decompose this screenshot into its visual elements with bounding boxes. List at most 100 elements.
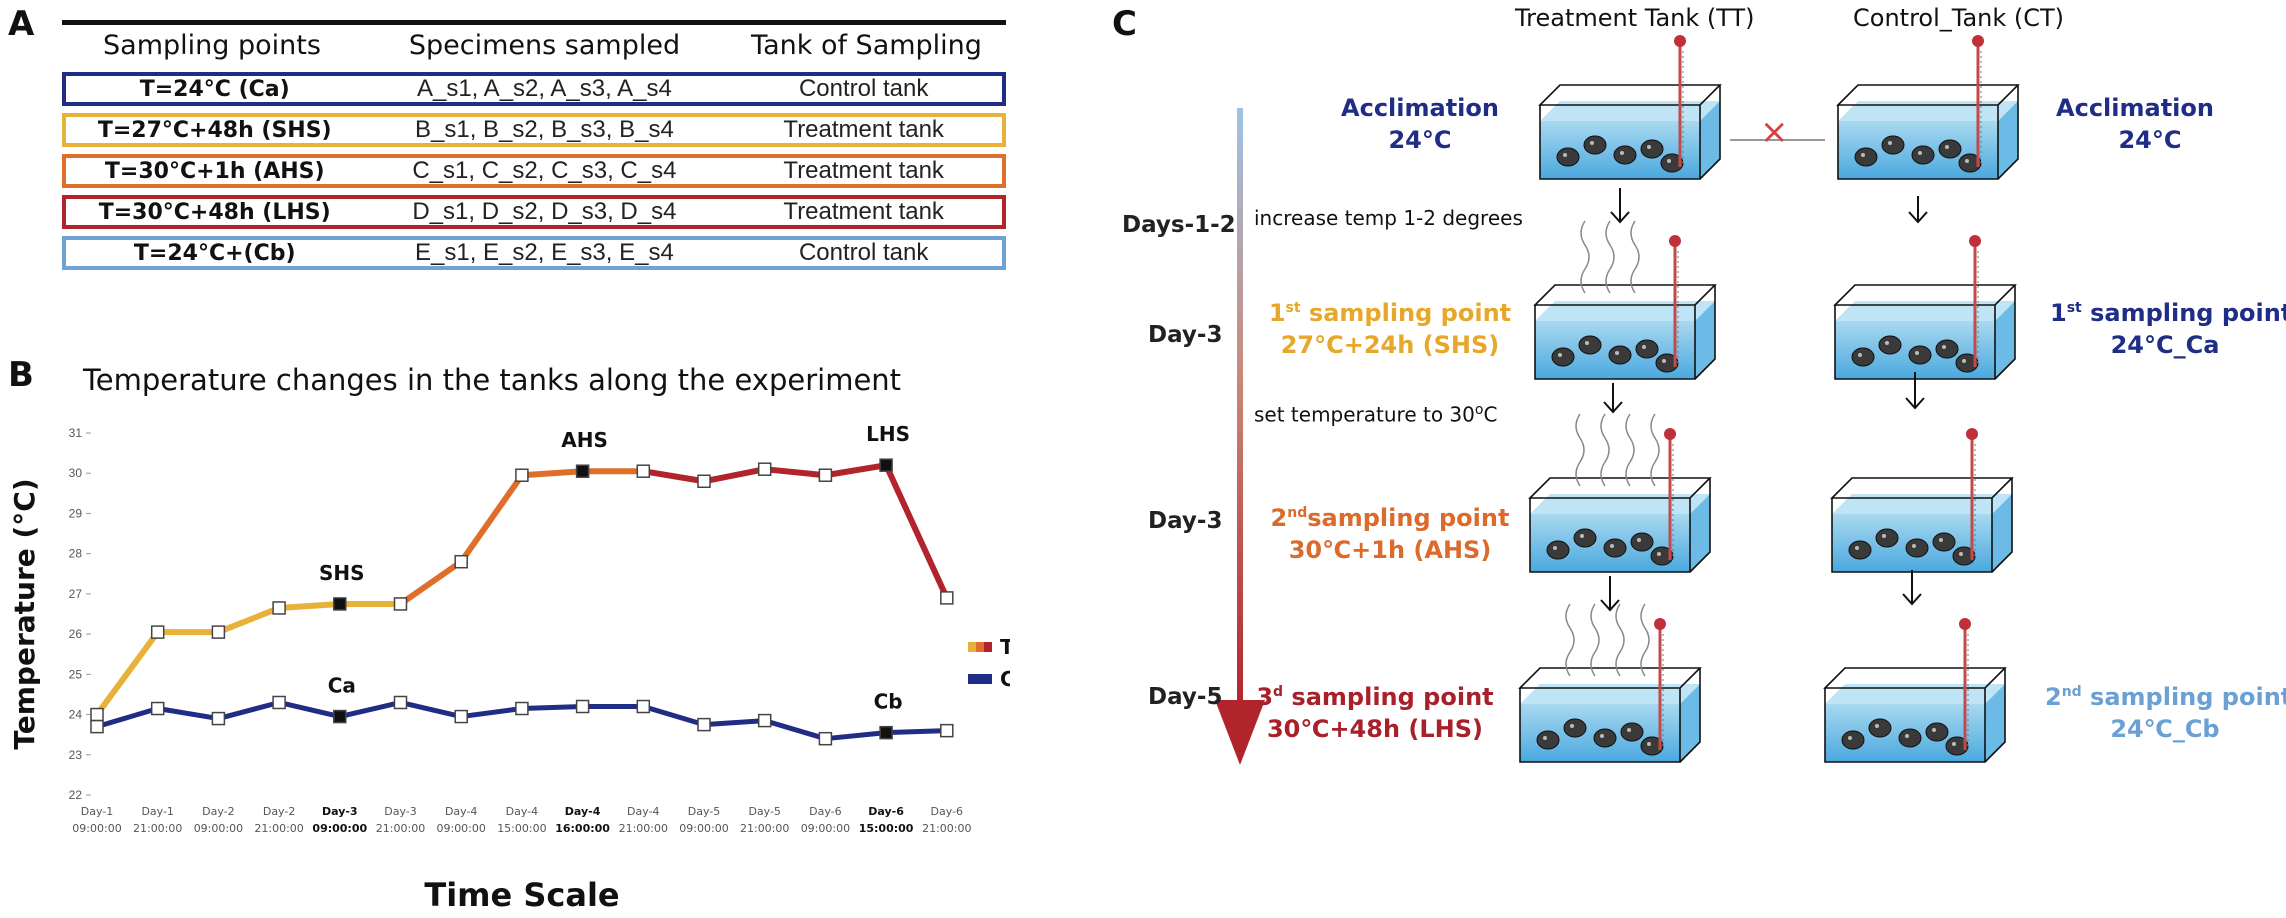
coral-rock — [1563, 718, 1587, 738]
thermometer-bulb — [1669, 235, 1681, 247]
panel-b-letter: B — [8, 355, 34, 395]
coral-rock — [1593, 728, 1617, 748]
tank-outline — [1538, 84, 1722, 180]
coral-texture — [1647, 742, 1651, 746]
tt-point — [636, 464, 651, 478]
coral-rock — [1640, 139, 1664, 159]
x-tick-time: 21:00:00 — [133, 822, 182, 835]
tt-series-segment — [458, 472, 525, 565]
x-tick-day: Day-1 — [141, 805, 174, 818]
ct-point — [697, 717, 711, 732]
ct-series-segment — [94, 706, 161, 730]
coral-rock — [1620, 722, 1644, 742]
coral-rock — [1898, 728, 1922, 748]
x-tick-time: 15:00:00 — [497, 822, 546, 835]
ct-series-segment — [701, 718, 768, 728]
thermometer-bulb — [1664, 428, 1676, 440]
tt-point — [757, 462, 772, 476]
ct-point — [211, 711, 226, 726]
coral-texture — [1952, 742, 1956, 746]
tank-outline — [1518, 667, 1702, 763]
aquarium-tank — [1833, 235, 2017, 380]
ct-point — [272, 695, 286, 710]
aquarium-tank — [1533, 220, 1717, 380]
sampling-condition: 30℃+1h (AHS) — [1288, 536, 1492, 564]
tt-sampling-point-3: 3d sampling point 30℃+48h (LHS) — [1250, 676, 1500, 745]
sampling-condition: 27°C+24h (SHS) — [1280, 331, 1500, 359]
y-tick-label: 29 — [69, 506, 83, 520]
water-surface — [1520, 684, 1700, 704]
tt-sampling-point-1: 1st sampling point 27°C+24h (SHS) — [1265, 292, 1515, 361]
timeline-line — [1237, 108, 1243, 708]
tt-series-segment — [276, 600, 343, 611]
coral-texture — [1600, 734, 1604, 738]
coral-texture — [1590, 141, 1594, 145]
ct-acclimation-label: Acclimation 24°C — [2035, 92, 2235, 156]
coral-texture — [1882, 534, 1886, 538]
tt-series-segment — [883, 462, 950, 601]
ct-point — [393, 695, 408, 710]
ct-point — [940, 723, 954, 738]
coral-texture — [1580, 534, 1584, 538]
coral-rock — [1938, 139, 1962, 159]
aquarium-tank — [1528, 413, 1712, 573]
flow-arrows-group — [1600, 188, 1928, 612]
step-increase-temp: increase temp 1-2 degrees — [1254, 206, 1523, 230]
x-tick-day: Day-5 — [748, 805, 781, 818]
ct-point — [454, 709, 468, 724]
legend-tt-swatch-red — [984, 642, 992, 652]
day-label: Day-3 — [1148, 508, 1223, 534]
ct-point — [333, 709, 347, 724]
heat-wave — [1575, 413, 1585, 487]
day-label: Days-1-2 — [1122, 212, 1236, 238]
coral-rock — [1536, 730, 1560, 750]
ct-series-segment — [458, 706, 525, 720]
water-surface — [1835, 301, 2015, 321]
down-arrow-head — [1603, 401, 1623, 414]
coral-rock — [1608, 345, 1632, 365]
coral-rock — [1932, 532, 1956, 552]
x-tick-time: 21:00:00 — [376, 822, 425, 835]
y-axis-label: Temperature (°C) — [8, 478, 41, 749]
treatment-tank-heading: Treatment Tank (TT) — [1515, 4, 1755, 32]
coral-rock — [1908, 345, 1932, 365]
tt-sampling-point-2: 2ndsampling point 30℃+1h (AHS) — [1265, 497, 1515, 566]
panel-a-letter: A — [8, 4, 35, 44]
row-sampling-point: T=24°C (Ca) — [139, 76, 290, 102]
water-side — [1985, 684, 2005, 762]
down-arrow-head — [1902, 593, 1922, 606]
down-arrow-head — [1600, 599, 1620, 612]
y-tick-label: 25 — [69, 667, 83, 681]
x-axis-label: Time Scale — [424, 876, 619, 914]
ct-series-segment — [155, 706, 221, 722]
ct-point — [636, 699, 651, 714]
coral-texture — [1558, 353, 1562, 357]
ordinal: 1 — [1268, 299, 1286, 327]
sampling-condition: 30℃+48h (LHS) — [1266, 715, 1483, 743]
header-tank-of-sampling: Tank of Sampling — [751, 29, 982, 61]
table-row: T=24°C+(Cb) E_s1, E_s2, E_s3, E_s4 Contr… — [62, 236, 1006, 270]
aquarium-tank — [1836, 35, 2020, 180]
water-side — [1998, 101, 2018, 179]
row-tank: Treatment tank — [783, 116, 944, 143]
ct-series-segment — [398, 699, 464, 720]
step-set-temp-text: set temperature to 30 — [1254, 402, 1475, 427]
coral-texture — [1965, 159, 1969, 163]
tt-point — [879, 458, 893, 472]
water-surface — [1540, 101, 1720, 121]
coral-rock — [1546, 540, 1570, 560]
thermometer-bulb — [1966, 428, 1978, 440]
table-row: T=30°C+1h (AHS) C_s1, C_s2, C_s3, C_s4 T… — [62, 154, 1006, 188]
heat-wave — [1640, 603, 1650, 677]
x-tick-day: Day-6 — [931, 805, 964, 818]
coral-rock — [1578, 335, 1602, 355]
table-row: T=24°C (Ca) A_s1, A_s2, A_s3, A_s4 Contr… — [62, 72, 1006, 106]
aquarium-tank — [1518, 603, 1702, 763]
ct-point — [818, 731, 833, 746]
legend-tt-swatch — [968, 642, 992, 652]
ct-series-segment — [822, 730, 889, 742]
tt-series-segment — [397, 558, 465, 607]
coral-texture — [1885, 341, 1889, 345]
tt-point — [211, 625, 226, 639]
coral-texture — [1585, 341, 1589, 345]
